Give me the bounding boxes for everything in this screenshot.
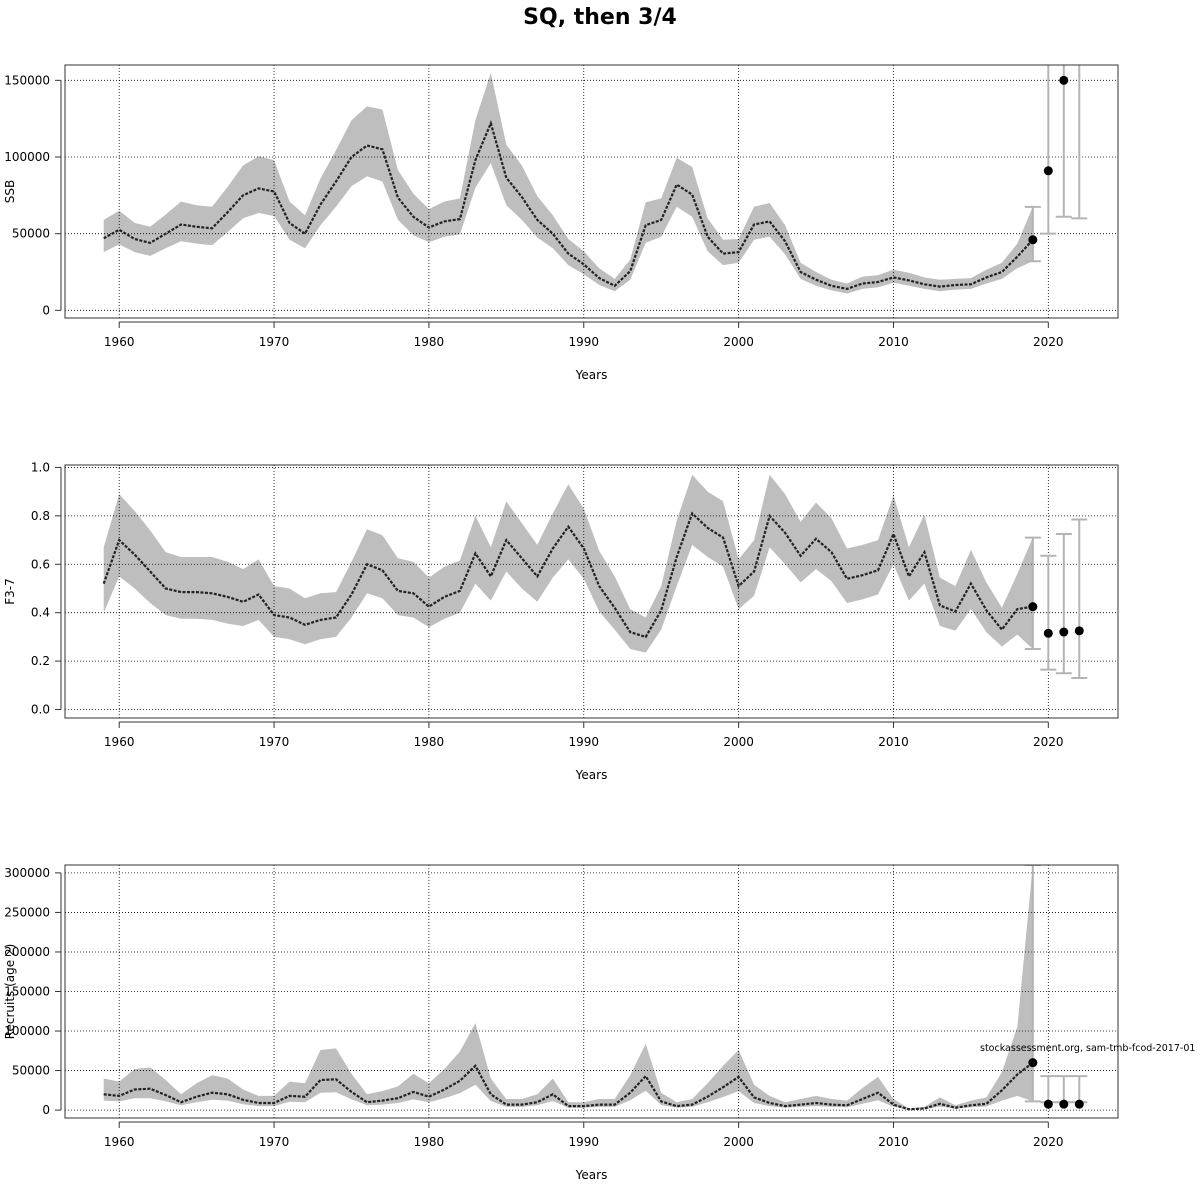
- y-tick-label: 0.0: [31, 703, 50, 717]
- estimate-line: [103, 1061, 1034, 1111]
- forecast-point: [1028, 235, 1038, 245]
- plot-area: [65, 65, 1118, 318]
- x-axis-label: Years: [575, 768, 608, 782]
- forecast-point: [1043, 1099, 1053, 1109]
- x-tick-label: 2000: [723, 1135, 754, 1149]
- x-tick-label: 1960: [104, 1135, 135, 1149]
- x-tick-label: 1970: [259, 1135, 290, 1149]
- x-tick-label: 2010: [878, 735, 909, 749]
- plot-area: [65, 465, 1118, 718]
- x-tick-label: 1980: [414, 335, 445, 349]
- x-tick-label: 1970: [259, 735, 290, 749]
- x-tick-label: 2010: [878, 335, 909, 349]
- x-axis-label: Years: [575, 1168, 608, 1182]
- plot-area: [65, 865, 1118, 1118]
- x-axis-label: Years: [575, 368, 608, 382]
- y-tick-label: 100000: [4, 150, 50, 164]
- forecast-point: [1059, 1099, 1069, 1109]
- y-tick-label: 0.4: [31, 606, 50, 620]
- confidence-band: [103, 865, 1033, 1110]
- y-tick-label: 50000: [12, 1064, 50, 1078]
- y-tick-label: 0: [42, 303, 50, 317]
- x-tick-label: 1990: [568, 1135, 599, 1149]
- x-tick-label: 2020: [1033, 1135, 1064, 1149]
- x-tick-label: 2000: [723, 735, 754, 749]
- x-tick-label: 2020: [1033, 335, 1064, 349]
- estimate-line: [102, 511, 1033, 639]
- y-tick-label: 0: [42, 1103, 50, 1117]
- forecast-point: [1059, 627, 1069, 637]
- plot-frame: [64, 464, 1119, 719]
- plot-frame: [64, 864, 1119, 1119]
- x-tick-label: 2000: [723, 335, 754, 349]
- y-tick-label: 100000: [4, 1024, 50, 1038]
- confidence-band: [103, 72, 1033, 294]
- y-tick-label: 200000: [4, 945, 50, 959]
- y-tick-label: 0.6: [31, 557, 50, 571]
- y-tick-label: 50000: [12, 227, 50, 241]
- estimate-line: [103, 119, 1034, 291]
- recruitment-panel: 1960 1970 1980 1990 2000 2010 2020 0 50000 100000…: [3, 864, 1119, 1182]
- x-tick-label: 1960: [104, 735, 135, 749]
- forecast-point: [1059, 75, 1069, 85]
- forecast-point: [1043, 628, 1053, 638]
- x-tick-label: 2020: [1033, 735, 1064, 749]
- ssb-panel: 1960 1970 1980 1990 2000 2010 2020 0 50000 100000…: [3, 64, 1119, 382]
- x-tick-label: 1970: [259, 335, 290, 349]
- forecast-point: [1028, 1058, 1038, 1068]
- y-tick-label: 250000: [4, 905, 50, 919]
- y-axis-label: F3-7: [3, 578, 17, 605]
- x-tick-label: 1980: [414, 735, 445, 749]
- y-tick-label: 150000: [4, 73, 50, 87]
- x-tick-label: 1960: [104, 335, 135, 349]
- plot-frame: [64, 64, 1119, 319]
- footnote-text: stockassessment.org, sam-tmb-fcod-2017-0…: [980, 1043, 1195, 1054]
- forecast-point: [1074, 1099, 1084, 1109]
- forecast-point: [1043, 166, 1053, 176]
- y-axis-label: SSB: [3, 180, 17, 203]
- y-axis-label: Recruits (age 2): [3, 944, 17, 1040]
- y-tick-label: 150000: [4, 985, 50, 999]
- confidence-band: [103, 474, 1033, 653]
- y-tick-label: 1.0: [31, 460, 50, 474]
- y-tick-label: 300000: [4, 866, 50, 880]
- forecast-point: [1028, 602, 1038, 612]
- x-tick-label: 1980: [414, 1135, 445, 1149]
- x-tick-label: 1990: [568, 335, 599, 349]
- chart-title: SQ, then 3/4: [523, 5, 677, 30]
- fishing-mortality-panel: 1960 1970 1980 1990 2000 2010 2020 0.0 0.2 0.4 0.6…: [3, 460, 1119, 782]
- y-tick-label: 0.2: [31, 654, 50, 668]
- x-tick-label: 1990: [568, 735, 599, 749]
- x-tick-label: 2010: [878, 1135, 909, 1149]
- forecast-point: [1074, 626, 1084, 636]
- y-tick-label: 0.8: [31, 509, 50, 523]
